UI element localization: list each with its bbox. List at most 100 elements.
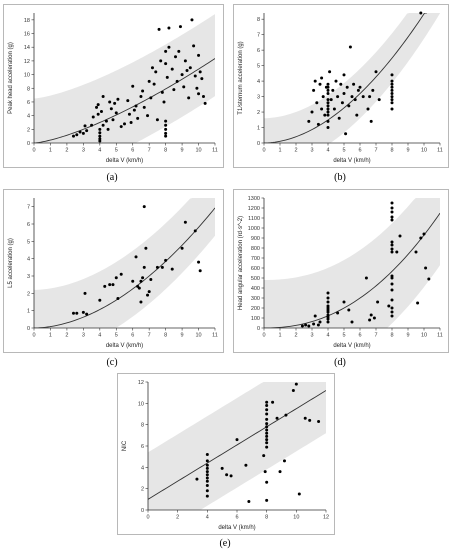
x-tick-label: 6	[131, 333, 134, 339]
data-point	[200, 77, 204, 81]
data-point	[352, 82, 356, 86]
data-point	[326, 126, 330, 130]
data-point	[235, 438, 239, 442]
x-tick-label: 2	[294, 148, 297, 154]
y-tick-label: 300	[251, 296, 260, 302]
data-point	[119, 272, 123, 276]
data-point	[361, 95, 365, 99]
y-tick-label: 1000	[248, 226, 260, 232]
data-point	[265, 425, 269, 429]
data-point	[154, 70, 158, 74]
x-tick-label: 0	[32, 148, 35, 154]
data-point	[336, 311, 340, 315]
y-axis-label: T1/sternum acceleration (g)	[238, 41, 244, 114]
data-point	[374, 70, 378, 74]
data-point	[424, 266, 428, 270]
data-point	[329, 98, 333, 102]
x-tick-label: 5	[342, 333, 345, 339]
data-point	[71, 311, 75, 315]
confidence-band	[148, 382, 326, 510]
data-point	[312, 88, 316, 92]
x-tick-label: 4	[206, 515, 209, 521]
y-tick-label: 12	[138, 380, 144, 386]
data-point	[265, 417, 269, 421]
x-axis-label: delta V (km/h)	[106, 158, 143, 164]
x-tick-label: 8	[265, 515, 268, 521]
data-point	[390, 201, 394, 205]
y-tick-label: 2	[141, 487, 144, 493]
data-point	[297, 492, 301, 496]
x-tick-label: 3	[82, 148, 85, 154]
y-tick-label: 1100	[248, 216, 260, 222]
data-point	[108, 100, 112, 104]
data-point	[390, 95, 394, 99]
data-point	[192, 44, 196, 48]
x-tick-label: 0	[32, 333, 35, 339]
data-point	[164, 62, 168, 66]
data-point	[320, 76, 324, 80]
data-point	[149, 96, 153, 100]
data-point	[278, 470, 282, 474]
data-point	[390, 73, 394, 77]
data-point	[98, 127, 102, 131]
x-tick-label: 9	[181, 333, 184, 339]
x-tick-label: 6	[358, 333, 361, 339]
data-point	[265, 403, 269, 407]
data-point	[198, 70, 202, 74]
x-tick-label: 4	[326, 333, 329, 339]
data-point	[390, 107, 394, 111]
data-point	[372, 316, 376, 320]
data-point	[390, 247, 394, 251]
data-point	[197, 92, 201, 96]
x-tick-label: 4	[326, 148, 329, 154]
data-point	[98, 131, 102, 135]
y-tick-label: 4	[141, 465, 144, 471]
fit-curve	[34, 207, 215, 328]
data-point	[180, 73, 184, 77]
x-tick-label: 2	[176, 515, 179, 521]
data-point	[203, 101, 207, 105]
data-point	[109, 107, 113, 111]
data-point	[355, 113, 359, 117]
y-tick-label: 12	[24, 59, 30, 65]
data-point	[342, 91, 346, 95]
data-point	[116, 97, 120, 101]
data-point	[167, 45, 171, 49]
data-point	[142, 105, 146, 109]
data-point	[265, 438, 269, 442]
x-tick-label: 1	[49, 333, 52, 339]
x-tick-label: 10	[293, 515, 299, 521]
data-point	[326, 91, 330, 95]
data-point	[182, 85, 186, 89]
data-point	[229, 474, 233, 478]
data-point	[187, 96, 191, 100]
data-point	[205, 453, 209, 457]
data-point	[139, 279, 143, 283]
data-point	[155, 118, 159, 122]
data-point	[348, 45, 352, 49]
x-tick-label: 9	[181, 148, 184, 154]
data-point	[300, 324, 304, 328]
data-point	[205, 489, 209, 493]
y-tick-label: 700	[251, 256, 260, 262]
y-axis-label: L5 acceleration (g)	[8, 238, 14, 288]
y-tick-label: 3	[27, 274, 30, 280]
data-point	[342, 300, 346, 304]
data-point	[347, 104, 351, 108]
data-point	[141, 276, 145, 280]
y-tick-label: 1300	[248, 196, 260, 202]
data-point	[316, 122, 320, 126]
x-tick-label: 10	[421, 333, 427, 339]
chart-panel-c: 0 1 2 3 4 5 6 7 8 9 10 11 0 1 2 3 4 5 6 7 delta V (km/h) L5 a…	[3, 189, 224, 353]
y-tick-label: 200	[251, 306, 260, 312]
x-tick-label: 3	[82, 333, 85, 339]
data-point	[134, 104, 138, 108]
data-point	[193, 74, 197, 78]
chart-svg-d: 0 1 2 3 4 5 6 7 8 9 10 11 0 100 200 300 400 500 600 700 800 9…	[238, 196, 443, 349]
data-point	[114, 276, 118, 280]
data-point	[205, 463, 209, 467]
data-point	[265, 434, 269, 438]
data-point	[320, 107, 324, 111]
x-tick-label: 1	[278, 333, 281, 339]
